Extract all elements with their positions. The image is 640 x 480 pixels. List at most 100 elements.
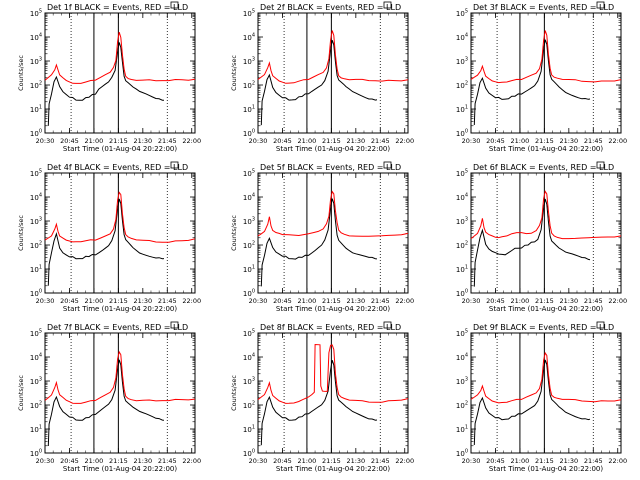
y-tick-label: 100 <box>456 289 468 299</box>
y-tick-label: 102 <box>456 241 468 251</box>
x-tick-label: 21:45 <box>371 137 390 145</box>
x-tick-label: 21:00 <box>85 137 104 145</box>
y-tick-label: 103 <box>30 217 42 227</box>
x-tick-label: 21:30 <box>133 137 152 145</box>
x-axis: 20:30 20:45 21:00 21:15 21:30 21:45 22:00 <box>249 173 414 305</box>
y-axis: 100 101 102 103 104 105 <box>456 169 621 299</box>
y-tick-label: 100 <box>243 129 255 139</box>
x-tick-label: 20:30 <box>249 457 268 465</box>
y-axis: 100 101 102 103 104 105 <box>30 169 195 299</box>
x-tick-label: 21:00 <box>298 137 317 145</box>
x-tick-label: 20:30 <box>462 297 481 305</box>
legend-box-icon <box>596 161 605 169</box>
x-tick-label: 21:15 <box>535 457 554 465</box>
plot-frame <box>257 332 409 454</box>
y-tick-label: 101 <box>243 105 255 115</box>
x-tick-label: 21:45 <box>158 297 177 305</box>
y-tick-label: 103 <box>243 57 255 67</box>
y-tick-label: 105 <box>243 329 255 339</box>
x-axis-title: Start Time (01-Aug-04 20:22:00) <box>63 145 177 153</box>
y-tick-label: 101 <box>456 425 468 435</box>
x-tick-label: 21:15 <box>109 297 128 305</box>
x-tick-label: 21:30 <box>559 457 578 465</box>
x-axis-title: Start Time (01-Aug-04 20:22:00) <box>489 465 603 473</box>
y-tick-label: 103 <box>456 57 468 67</box>
y-axis-label: Counts/sec <box>230 215 238 251</box>
y-axis-label: Counts/sec <box>17 215 25 251</box>
x-tick-label: 21:30 <box>346 297 365 305</box>
panel-det-9: Det 9f BLACK = Events, RED = LLD 100 101 10… <box>456 321 627 473</box>
panel-title: Det 5f BLACK = Events, RED = LLD <box>260 163 401 172</box>
y-tick-label: 102 <box>456 401 468 411</box>
x-tick-label: 21:45 <box>158 137 177 145</box>
series-line-events <box>260 40 378 126</box>
x-tick-label: 21:30 <box>346 457 365 465</box>
panel-title: Det 1f BLACK = Events, RED = LLD <box>47 3 188 12</box>
y-tick-label: 103 <box>30 377 42 387</box>
series-line-lld <box>257 30 409 84</box>
y-tick-label: 101 <box>456 265 468 275</box>
panel-det-4: Det 4f BLACK = Events, RED = LLD10010110… <box>17 161 201 313</box>
panel-det-7: Det 7f BLACK = Events, RED = LLD10010110… <box>17 321 201 473</box>
y-tick-label: 104 <box>456 193 468 203</box>
x-tick-label: 21:15 <box>322 137 341 145</box>
y-axis-label: Counts/sec <box>230 375 238 411</box>
plot-frame <box>470 12 622 134</box>
y-tick-label: 100 <box>30 289 42 299</box>
y-tick-label: 102 <box>243 241 255 251</box>
x-axis-title: Start Time (01-Aug-04 20:22:00) <box>489 305 603 313</box>
y-tick-label: 101 <box>30 265 42 275</box>
y-axis: 100 101 102 103 104 105 <box>243 169 408 298</box>
y-tick-label: 101 <box>30 105 42 115</box>
y-tick-label: 104 <box>30 193 42 203</box>
panel-title: Det 9f BLACK = Events, RED = LLD <box>473 323 614 332</box>
x-axis: 20:30 20:45 21:00 21:15 21:30 21:45 22:00 <box>462 13 627 145</box>
y-tick-label: 104 <box>30 33 42 43</box>
x-tick-label: 21:15 <box>322 457 341 465</box>
y-tick-label: 104 <box>456 353 468 363</box>
y-tick-label: 101 <box>30 425 42 435</box>
x-tick-label: 20:45 <box>486 297 505 305</box>
y-tick-label: 105 <box>30 9 42 19</box>
y-tick-label: 100 <box>456 449 468 459</box>
x-tick-label: 20:45 <box>273 137 292 145</box>
x-tick-label: 21:45 <box>584 137 603 145</box>
x-axis: 20:30 20:45 21:00 21:15 21:30 21:45 22:00 <box>249 333 414 465</box>
plot-frame <box>44 332 196 454</box>
series-line-lld <box>470 190 622 240</box>
x-axis: 20:30 20:45 21:00 21:15 21:30 21:45 22:00 <box>36 173 201 305</box>
series-line-events <box>473 359 591 446</box>
y-tick-label: 104 <box>243 353 255 363</box>
legend-box-icon <box>596 1 605 9</box>
y-tick-label: 102 <box>30 81 42 91</box>
y-tick-label: 101 <box>243 265 255 275</box>
y-tick-label: 102 <box>456 81 468 91</box>
panel-det-6: Det 6f BLACK = Events, RED = LLD 100 101 10… <box>456 161 627 313</box>
y-axis: 100 101 102 103 104 105 <box>243 9 408 139</box>
y-tick-label: 105 <box>456 329 468 339</box>
plot-frame <box>44 12 196 134</box>
y-tick-label: 101 <box>243 425 255 435</box>
x-tick-label: 21:15 <box>535 297 554 305</box>
y-tick-label: 104 <box>243 33 255 43</box>
series-line-lld <box>257 190 409 237</box>
x-tick-label: 22:00 <box>608 457 627 465</box>
x-tick-label: 20:30 <box>462 457 481 465</box>
x-tick-label: 22:00 <box>182 297 201 305</box>
panel-det-8: Det 8f BLACK = Events, RED = LLD10010110… <box>230 321 414 473</box>
x-tick-label: 21:45 <box>158 457 177 465</box>
y-axis-label: Counts/sec <box>17 55 25 91</box>
y-tick-label: 103 <box>243 377 255 387</box>
y-axis-label: Counts/sec <box>230 55 238 91</box>
series-line-lld <box>44 350 196 404</box>
panel-title: Det 6f BLACK = Events, RED = LLD <box>473 163 614 172</box>
x-tick-label: 20:30 <box>249 297 268 305</box>
y-axis: 100 101 102 103 104 105 <box>243 329 408 458</box>
x-tick-label: 21:30 <box>559 297 578 305</box>
series-line-events <box>47 198 165 286</box>
y-tick-label: 102 <box>243 81 255 91</box>
y-axis: 100 101 102 103 104 105 <box>456 9 621 138</box>
x-tick-label: 22:00 <box>182 137 201 145</box>
series-line-events <box>47 359 165 447</box>
plot-frame <box>257 172 409 294</box>
